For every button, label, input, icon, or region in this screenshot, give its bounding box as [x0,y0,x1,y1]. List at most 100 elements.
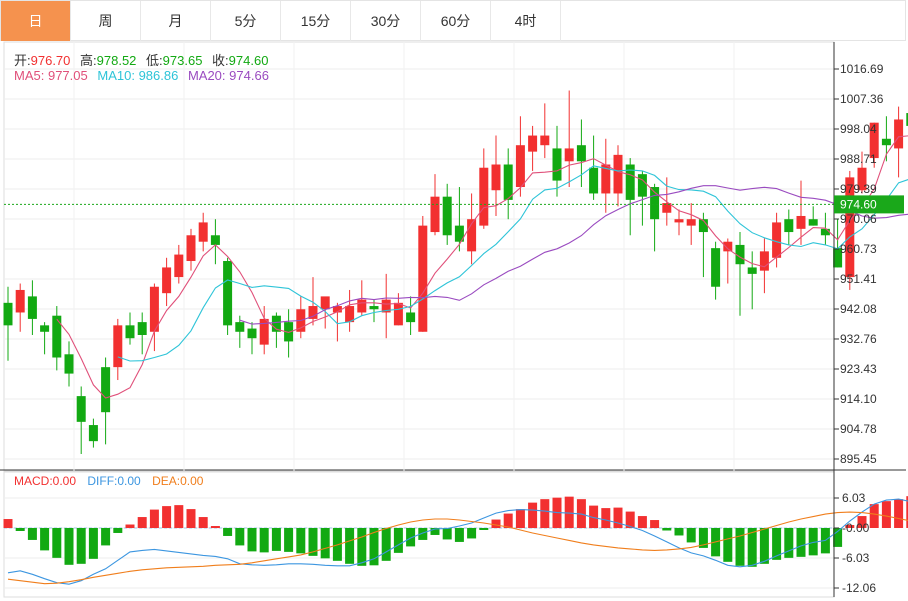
candle-body [101,367,111,413]
macd-bar [210,526,220,528]
candle-body [686,219,696,226]
macd-bar [857,516,867,528]
macd-bar [149,509,159,528]
candle-body [662,203,672,213]
macd-bar [381,528,391,561]
candle-body [64,354,74,374]
ma5-label: MA5: [14,68,45,83]
macd-bar [625,511,635,528]
macd-bar [296,528,306,554]
candles-layer [3,90,908,455]
macd-tick-label: -6.03 [842,551,870,565]
candle-body [906,113,908,126]
price-tick-label: 970.06 [840,212,877,226]
macd-bar [247,528,257,552]
candle-body [503,164,513,200]
candle-body [418,225,428,332]
candle-body [528,135,538,152]
candle-body [784,219,794,233]
candle-body [125,325,135,339]
macd-bar [662,528,672,531]
candle-body [442,196,452,236]
macd-bar [308,528,318,556]
macd-bar [637,516,647,528]
candle-body [650,187,660,220]
candle-body [88,425,98,442]
candle-body [284,322,294,342]
ma20-label: MA20: [187,68,226,83]
candle-body [40,325,50,332]
tab-5min[interactable]: 5分 [211,1,281,41]
macd-bar [686,528,696,543]
tab-60min[interactable]: 60分 [421,1,491,41]
period-tabs: 日 周 月 5分 15分 30分 60分 4时 [0,0,906,41]
current-price-tag [834,195,904,214]
price-tick-label: 904.78 [840,422,877,436]
candle-body [894,119,904,149]
macd-bar [698,528,708,548]
candle-body [174,254,184,278]
candle-body [857,167,867,191]
candle-body [637,174,647,197]
candle-body [357,299,367,313]
ma10-label: MA10: [97,68,135,83]
macd-bar [723,528,733,562]
macd-bar [759,528,769,564]
candle-body [674,219,684,223]
dea-value: 0.00 [180,474,204,488]
candle-body [320,296,330,310]
macd-bar [613,507,623,528]
candle-body [515,145,525,188]
tab-15min[interactable]: 15分 [281,1,351,41]
chart-grid [0,41,906,598]
candle-body [113,325,123,368]
ma20-line [239,185,908,325]
macd-bar [869,504,879,528]
tab-week[interactable]: 周 [71,1,141,41]
candle-body [467,219,477,252]
tab-4hour[interactable]: 4时 [491,1,561,41]
low-value: 973.65 [162,53,203,68]
candle-body [15,289,25,313]
price-tick-label: 988.71 [840,152,877,166]
macd-value: 0.00 [52,474,77,488]
macd-bar [491,519,501,528]
macd-bar [186,509,196,528]
macd-bar [772,528,782,560]
candle-body [698,219,708,233]
ma-legend: MA5: 977.05 MA10: 986.86 MA20: 974.66 [14,68,269,83]
candle-body [735,244,745,265]
macd-bar [88,528,98,559]
candle-body [369,306,379,310]
candle-body [162,267,172,294]
macd-bar [76,528,86,564]
macd-bar [601,508,611,528]
candle-body [747,267,757,274]
tab-day[interactable]: 日 [1,1,71,41]
ma20-value: 974.66 [229,68,269,83]
diff-label: DIFF: [87,474,118,488]
y-axes: 1016.69 1007.36 998.04 988.71 979.39 970.06 96… [833,42,904,597]
dea-label: DEA: [152,474,181,488]
macd-bar [345,528,355,564]
candle-body [393,302,403,326]
macd-bar [808,528,818,556]
macd-bar [40,528,50,551]
macd-bar [528,502,538,528]
tab-month[interactable]: 月 [141,1,211,41]
macd-bar [3,519,13,528]
price-tick-label: 979.39 [840,182,877,196]
macd-histogram [3,496,908,567]
tab-30min[interactable]: 30分 [351,1,421,41]
macd-bar [137,517,147,528]
macd-bar [564,496,574,528]
close-label: 收: [212,53,229,68]
dea-line [7,511,908,585]
price-tick-label: 951.41 [840,272,877,286]
candle-body [491,164,501,191]
candle-body [381,299,391,313]
candle-body [540,135,550,146]
macd-bar [674,528,684,536]
macd-bar [894,499,904,528]
